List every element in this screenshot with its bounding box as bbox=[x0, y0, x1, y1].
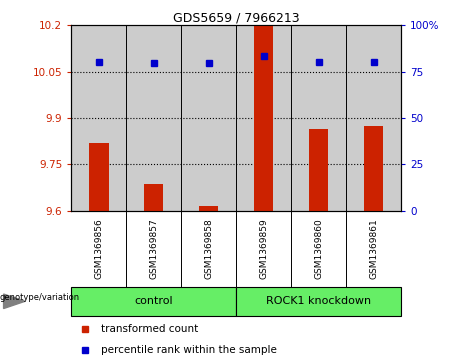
Bar bbox=[254, 25, 273, 211]
Text: GSM1369860: GSM1369860 bbox=[314, 218, 323, 279]
Bar bbox=[71, 287, 236, 316]
Text: ROCK1 knockdown: ROCK1 knockdown bbox=[266, 296, 371, 306]
Text: GSM1369856: GSM1369856 bbox=[95, 218, 103, 279]
Text: transformed count: transformed count bbox=[101, 324, 198, 334]
Bar bbox=[71, 25, 126, 211]
Bar bbox=[364, 126, 383, 211]
Bar bbox=[309, 129, 328, 211]
Bar bbox=[144, 184, 164, 211]
Text: control: control bbox=[135, 296, 173, 306]
Text: GSM1369858: GSM1369858 bbox=[204, 218, 213, 279]
Text: GSM1369857: GSM1369857 bbox=[149, 218, 159, 279]
Bar bbox=[126, 25, 181, 211]
Bar bbox=[346, 25, 401, 211]
Bar bbox=[236, 25, 291, 211]
Bar bbox=[181, 25, 236, 211]
Bar bbox=[89, 143, 108, 211]
Bar bbox=[199, 206, 219, 211]
Title: GDS5659 / 7966213: GDS5659 / 7966213 bbox=[173, 11, 300, 24]
Text: genotype/variation: genotype/variation bbox=[0, 293, 79, 302]
Bar bbox=[236, 287, 401, 316]
Polygon shape bbox=[4, 294, 25, 309]
Text: percentile rank within the sample: percentile rank within the sample bbox=[101, 345, 277, 355]
Text: GSM1369861: GSM1369861 bbox=[369, 218, 378, 279]
Text: GSM1369859: GSM1369859 bbox=[259, 218, 268, 279]
Bar bbox=[291, 25, 346, 211]
